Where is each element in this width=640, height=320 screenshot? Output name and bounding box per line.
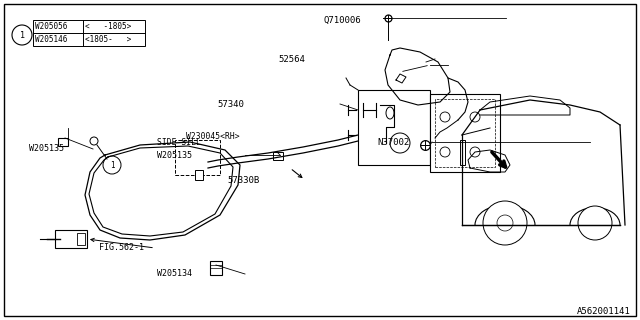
Bar xyxy=(58,138,68,146)
Circle shape xyxy=(103,156,121,174)
Text: 1: 1 xyxy=(19,30,24,39)
Text: 57330B: 57330B xyxy=(227,176,259,185)
Bar xyxy=(55,230,87,248)
Text: W230045<RH>: W230045<RH> xyxy=(186,132,239,140)
Circle shape xyxy=(12,25,32,45)
Text: A562001141: A562001141 xyxy=(577,307,630,316)
Circle shape xyxy=(578,206,612,240)
Circle shape xyxy=(440,112,450,122)
Text: Q710006: Q710006 xyxy=(323,16,361,25)
Bar xyxy=(195,170,203,180)
Text: W205146: W205146 xyxy=(35,35,67,44)
Text: <   -1805>: < -1805> xyxy=(85,22,131,31)
Text: <1805-   >: <1805- > xyxy=(85,35,131,44)
Bar xyxy=(460,140,465,165)
Text: 52564: 52564 xyxy=(278,55,305,64)
Bar xyxy=(175,140,220,175)
Bar xyxy=(33,20,145,46)
Circle shape xyxy=(390,133,410,153)
Text: W205135: W205135 xyxy=(157,151,192,160)
Circle shape xyxy=(90,137,98,145)
Text: W205056: W205056 xyxy=(35,22,67,31)
Bar xyxy=(358,90,430,165)
Text: FIG.562-1: FIG.562-1 xyxy=(99,244,144,252)
Circle shape xyxy=(440,147,450,157)
Text: N37002: N37002 xyxy=(378,138,410,147)
Text: 57340: 57340 xyxy=(218,100,244,108)
Bar xyxy=(210,261,222,275)
Text: W205134: W205134 xyxy=(157,269,192,278)
Circle shape xyxy=(470,147,480,157)
Bar xyxy=(77,233,85,245)
Ellipse shape xyxy=(386,107,394,119)
Text: 1: 1 xyxy=(109,161,115,170)
Circle shape xyxy=(483,201,527,245)
Bar xyxy=(435,99,495,167)
Text: SIDE SILL: SIDE SILL xyxy=(157,138,201,147)
Bar xyxy=(273,152,283,160)
Text: W205135: W205135 xyxy=(29,144,64,153)
Circle shape xyxy=(497,215,513,231)
Bar xyxy=(430,94,500,172)
Circle shape xyxy=(470,112,480,122)
